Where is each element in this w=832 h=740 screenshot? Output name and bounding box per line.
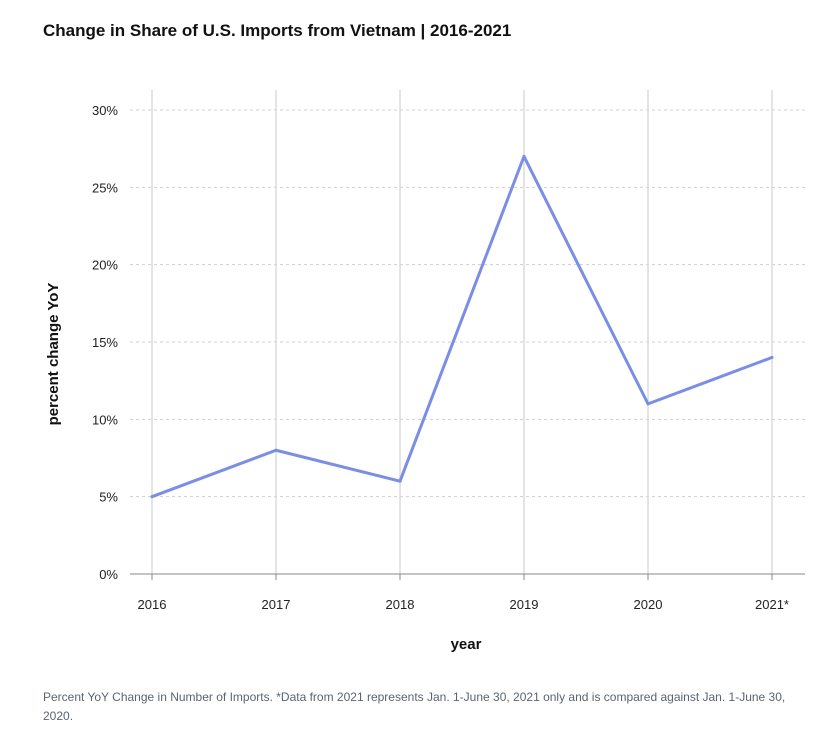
x-tick-label: 2019	[510, 597, 539, 612]
footnote: Percent YoY Change in Number of Imports.…	[43, 690, 786, 723]
data-point	[522, 154, 526, 158]
data-point	[646, 402, 650, 406]
y-axis-label: percent change YoY	[45, 283, 62, 426]
data-point	[274, 448, 278, 452]
data-point	[770, 355, 774, 359]
data-point	[150, 495, 154, 499]
series-group	[150, 154, 774, 499]
x-axis-ticks: 2016 2017 2018 2019 2020 2021*	[138, 574, 789, 612]
series-line	[150, 154, 774, 499]
x-tick-label: 2018	[386, 597, 415, 612]
y-axis-ticks: 0% 5% 10% 15% 20% 25% 30%	[92, 103, 118, 582]
x-tick-label: 2016	[138, 597, 167, 612]
data-point	[398, 479, 402, 483]
y-tick-label: 5%	[99, 490, 118, 505]
y-tick-label: 30%	[92, 103, 118, 118]
x-tick-label: 2017	[262, 597, 291, 612]
x-axis-label: year	[451, 636, 482, 653]
y-tick-label: 0%	[99, 567, 118, 582]
y-tick-label: 25%	[92, 180, 118, 195]
x-tick-label: 2021*	[755, 597, 789, 612]
y-tick-label: 10%	[92, 412, 118, 427]
y-tick-label: 15%	[92, 335, 118, 350]
grid	[130, 90, 805, 574]
x-tick-label: 2020	[634, 597, 663, 612]
chart-title: Change in Share of U.S. Imports from Vie…	[43, 21, 512, 40]
y-tick-label: 20%	[92, 258, 118, 273]
